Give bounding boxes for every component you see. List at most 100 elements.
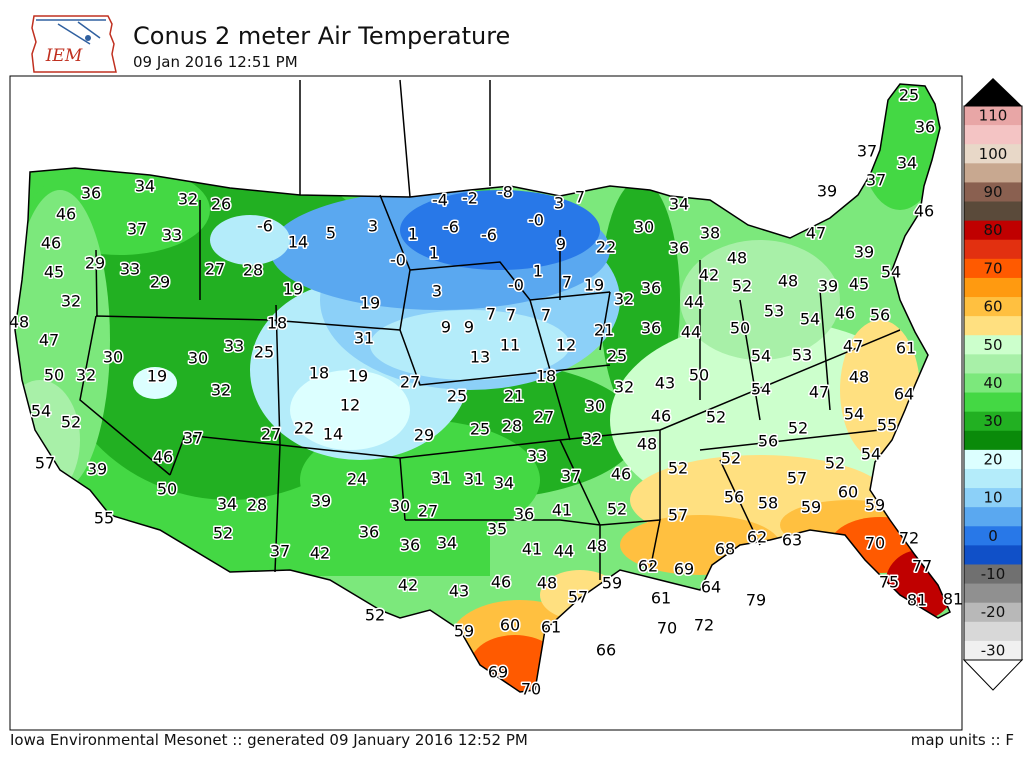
station-value: 61	[541, 618, 561, 637]
station-value: 33	[162, 226, 182, 245]
station-value: 36	[915, 118, 935, 137]
station-value: 9	[464, 318, 474, 337]
station-value: 24	[347, 470, 367, 489]
station-value: 52	[788, 419, 808, 438]
map-units: map units :: F	[910, 731, 1014, 749]
station-value: 25	[254, 343, 274, 362]
station-value: 47	[843, 337, 863, 356]
colorbar-label: 80	[983, 221, 1002, 239]
station-value: -6	[481, 226, 497, 245]
station-value: 28	[247, 496, 267, 515]
station-value: 37	[127, 220, 147, 239]
station-value: 43	[449, 582, 469, 601]
colorbar-swatch	[964, 258, 1022, 279]
station-value: 39	[854, 243, 874, 262]
station-value: 37	[183, 429, 203, 448]
colorbar-swatch	[964, 640, 1022, 661]
station-value: -6	[443, 218, 459, 237]
station-value: 64	[701, 578, 721, 597]
station-value: 70	[521, 680, 541, 699]
station-value: 25	[470, 420, 490, 439]
boundary-lines	[14, 79, 951, 693]
station-value: 81	[907, 591, 927, 610]
station-value: 46	[835, 304, 855, 323]
station-value: 60	[500, 616, 520, 635]
station-value: 14	[288, 233, 308, 252]
station-value: 41	[522, 540, 542, 559]
station-value: 36	[641, 319, 661, 338]
station-value: -8	[497, 183, 513, 202]
station-value: 55	[877, 416, 897, 435]
station-value: 48	[9, 313, 29, 332]
station-value: 52	[706, 408, 726, 427]
station-value: 29	[414, 426, 434, 445]
colorbar-swatch	[964, 316, 1022, 336]
colorbar-swatch	[964, 182, 1022, 203]
station-value: 81	[943, 590, 963, 609]
station-value: 9	[556, 235, 566, 254]
station-value: 36	[359, 523, 379, 542]
colorbar-label: 100	[979, 145, 1008, 163]
station-value: -4	[432, 191, 448, 210]
station-value: 61	[651, 589, 671, 608]
colorbar-label: -20	[981, 603, 1006, 621]
station-value: 25	[607, 347, 627, 366]
station-value: 31	[464, 470, 484, 489]
station-value: 59	[865, 496, 885, 515]
station-value: 56	[870, 306, 890, 325]
station-value: 53	[764, 302, 784, 321]
station-value: 5	[326, 224, 336, 243]
station-value: 68	[715, 540, 735, 559]
station-value: -6	[257, 217, 273, 236]
colorbar-label: 90	[983, 183, 1002, 201]
station-value: 69	[488, 663, 508, 682]
station-value: 54	[751, 380, 771, 399]
station-value: 22	[596, 238, 616, 257]
station-value: 32	[61, 292, 81, 311]
map-header: IEM Conus 2 meter Air Temperature 09 Jan…	[0, 0, 1024, 76]
station-value: 36	[400, 536, 420, 555]
station-value: 44	[684, 293, 704, 312]
station-value: 58	[758, 494, 778, 513]
station-value: 42	[699, 266, 719, 285]
station-value: 50	[44, 366, 64, 385]
colorbar-swatch	[964, 220, 1022, 241]
station-value: 52	[365, 606, 385, 625]
map-title: Conus 2 meter Air Temperature	[133, 22, 511, 50]
station-value: 7	[575, 188, 585, 207]
station-value: 21	[594, 321, 614, 340]
station-value: 33	[120, 260, 140, 279]
station-value: 27	[534, 408, 554, 427]
station-value: 57	[787, 469, 807, 488]
temperature-fill	[15, 84, 950, 692]
station-value: 37	[866, 171, 886, 190]
colorbar-swatch	[964, 564, 1022, 585]
colorbar-swatch	[964, 449, 1022, 470]
colorbar-swatch	[964, 277, 1022, 298]
station-value: 37	[561, 467, 581, 486]
station-value: 28	[243, 261, 263, 280]
station-value: 19	[348, 367, 368, 386]
station-value: 60	[838, 483, 858, 502]
station-value: 52	[732, 277, 752, 296]
colorbar-label: 40	[983, 374, 1002, 392]
station-value: 9	[441, 318, 451, 337]
station-value: 48	[537, 574, 557, 593]
station-value: 29	[85, 254, 105, 273]
station-value: 12	[340, 396, 360, 415]
station-value: 46	[651, 407, 671, 426]
station-value: 62	[747, 528, 767, 547]
colorbar-frame	[963, 105, 1023, 661]
station-value: 52	[213, 524, 233, 543]
station-value: 31	[431, 469, 451, 488]
station-value: 3	[368, 217, 378, 236]
station-value: 47	[806, 224, 826, 243]
colorbar-swatch	[964, 583, 1022, 604]
station-value: 33	[224, 337, 244, 356]
station-value: 21	[504, 387, 524, 406]
station-value: 72	[694, 616, 714, 635]
colorbar-label: 10	[983, 489, 1002, 507]
map-frame	[9, 75, 963, 731]
station-value: 31	[354, 329, 374, 348]
station-value: 27	[261, 425, 281, 444]
